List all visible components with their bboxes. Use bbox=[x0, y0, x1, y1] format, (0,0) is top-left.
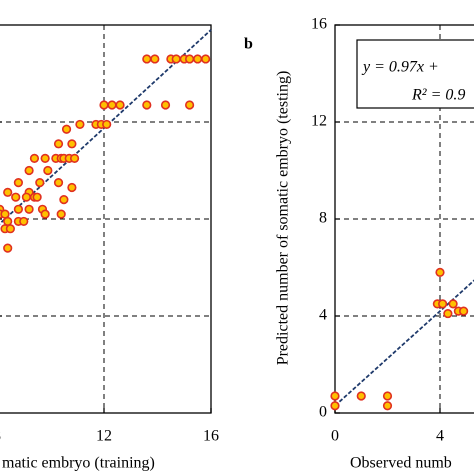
point bbox=[3, 243, 13, 253]
point bbox=[142, 54, 152, 64]
point bbox=[160, 100, 171, 110]
point bbox=[61, 124, 72, 134]
point bbox=[3, 187, 13, 197]
point bbox=[11, 192, 21, 202]
point bbox=[330, 401, 340, 411]
point bbox=[201, 54, 211, 64]
point bbox=[448, 299, 458, 309]
x-axis-label: Observed numb bbox=[350, 455, 452, 472]
fit-line bbox=[334, 279, 474, 407]
y-tick-label: 8 bbox=[319, 210, 327, 227]
point bbox=[53, 178, 64, 188]
y-tick-label: 16 bbox=[311, 16, 327, 33]
point bbox=[382, 401, 393, 411]
equation-box bbox=[356, 39, 474, 109]
point bbox=[40, 153, 50, 163]
point bbox=[29, 153, 40, 163]
x-tick-label: 12 bbox=[96, 428, 112, 445]
point bbox=[3, 216, 13, 227]
r-squared: R² = 0.9 bbox=[411, 87, 465, 104]
point bbox=[24, 204, 34, 214]
point bbox=[330, 391, 340, 401]
point bbox=[32, 192, 42, 202]
y-tick-label: 12 bbox=[311, 113, 327, 130]
point bbox=[56, 209, 66, 219]
point bbox=[5, 224, 15, 234]
point bbox=[75, 119, 85, 130]
point bbox=[459, 306, 469, 316]
point bbox=[24, 165, 34, 176]
point bbox=[435, 267, 445, 277]
x-tick-label: 0 bbox=[331, 428, 339, 445]
y-tick-label: 0 bbox=[319, 404, 327, 421]
point bbox=[356, 391, 366, 401]
x-tick-label: 16 bbox=[203, 428, 219, 445]
point bbox=[438, 299, 448, 309]
point bbox=[185, 100, 195, 110]
point bbox=[142, 100, 152, 110]
point bbox=[40, 209, 50, 219]
point bbox=[13, 204, 23, 214]
point bbox=[150, 54, 160, 64]
point bbox=[67, 139, 77, 149]
point bbox=[0, 209, 10, 219]
panel-label: b bbox=[244, 36, 253, 53]
point bbox=[185, 54, 195, 64]
point bbox=[99, 100, 109, 110]
x-tick-label: 8 bbox=[0, 428, 1, 445]
point bbox=[35, 178, 45, 188]
point bbox=[21, 192, 32, 202]
point bbox=[102, 119, 112, 130]
equation: y = 0.97x + bbox=[361, 59, 439, 76]
point bbox=[443, 308, 453, 319]
point bbox=[107, 100, 117, 110]
point bbox=[193, 54, 203, 64]
y-tick-label: 4 bbox=[319, 307, 327, 324]
point bbox=[43, 165, 53, 176]
point bbox=[53, 139, 64, 149]
point bbox=[67, 182, 77, 193]
point bbox=[171, 54, 181, 64]
point bbox=[13, 178, 23, 188]
point bbox=[59, 195, 69, 205]
point bbox=[69, 153, 80, 163]
x-tick-label: 4 bbox=[436, 428, 444, 445]
point bbox=[115, 100, 125, 110]
y-axis-label: Predicted number of somatic embryo (test… bbox=[275, 71, 292, 366]
point bbox=[382, 391, 393, 401]
x-axis-label: matic embryo (training) bbox=[2, 455, 155, 472]
point bbox=[19, 216, 29, 227]
